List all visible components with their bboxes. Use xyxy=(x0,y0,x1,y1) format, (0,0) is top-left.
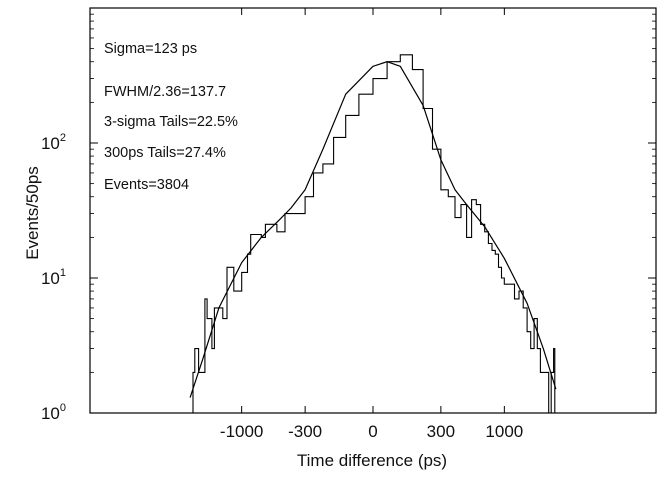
annotation-text: 3-sigma Tails=22.5% xyxy=(104,114,238,130)
annotation-text: Events=3804 xyxy=(104,177,189,193)
y-tick-label: 102 xyxy=(41,132,66,153)
y-axis-label: Events/50ps xyxy=(23,166,42,260)
x-tick-labels: -1000 -300 0 300 1000 xyxy=(220,422,523,441)
histogram-series xyxy=(191,54,563,414)
y-tick-exponent: 2 xyxy=(60,132,66,144)
x-tick-label: 300 xyxy=(427,422,455,441)
annotation-text: 300ps Tails=27.4% xyxy=(104,145,226,161)
plot-frame xyxy=(89,7,657,414)
x-tick-label: 1000 xyxy=(485,422,523,441)
x-tick-label: 0 xyxy=(368,422,377,441)
x-tick-label: -1000 xyxy=(220,422,263,441)
y-tick-exponent: 0 xyxy=(60,402,66,414)
annotation-text: Sigma=123 ps xyxy=(104,41,197,57)
series-layer xyxy=(189,54,563,414)
y-tick-label: 101 xyxy=(41,267,66,288)
x-tick-label: -300 xyxy=(288,422,322,441)
annotation-text: FWHM/2.36=137.7 xyxy=(104,84,226,100)
ticks xyxy=(90,8,656,414)
fit-curve xyxy=(189,61,557,398)
y-tick-label: 100 xyxy=(41,402,66,423)
x-axis-label: Time difference (ps) xyxy=(297,451,447,470)
y-tick-exponent: 1 xyxy=(60,267,66,279)
annotations: Sigma=123 ps FWHM/2.36=137.7 3-sigma Tails… xyxy=(104,41,238,193)
